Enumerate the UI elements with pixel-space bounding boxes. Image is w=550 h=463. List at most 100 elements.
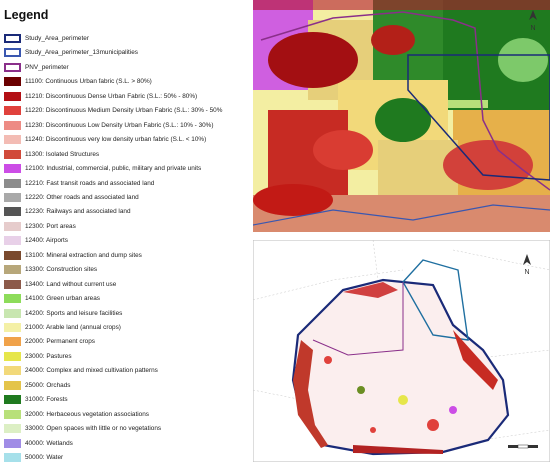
pnv-perimeter	[260, 11, 550, 191]
legend-label: 11220: Discontinuous Medium Density Urba…	[25, 107, 223, 115]
legend-label: 12220: Other roads and associated land	[25, 193, 139, 201]
legend-label: 12300: Port areas	[25, 222, 76, 230]
legend-swatch	[4, 34, 21, 43]
legend-swatch	[4, 77, 21, 87]
legend-label: 12400: Airports	[25, 237, 68, 245]
legend-item: 11100: Continuous Urban fabric (S.L. > 8…	[4, 76, 152, 87]
legend-item: 12400: Airports	[4, 235, 68, 246]
legend-swatch	[4, 178, 21, 188]
legend-label: 14100: Green urban areas	[25, 295, 100, 303]
legend-item: 13100: Mineral extraction and dump sites	[4, 250, 142, 261]
legend-item: 11210: Discontinuous Dense Urban Fabric …	[4, 91, 197, 102]
legend-label: 14200: Sports and leisure facilities	[25, 309, 123, 317]
study-area-perimeter-13municipalities	[407, 54, 550, 181]
legend-title: Legend	[4, 8, 49, 22]
land-use-map-bottom-canvas: N	[253, 240, 550, 462]
legend-swatch	[4, 91, 21, 101]
legend-label: 11230: Discontinuous Low Density Urban F…	[25, 121, 214, 129]
north-arrow-icon: N	[523, 254, 531, 276]
legend-label: 23000: Pastures	[25, 352, 72, 360]
legend-item: 24000: Complex and mixed cultivation pat…	[4, 365, 158, 376]
legend-item: 13400: Land without current use	[4, 279, 116, 290]
study-area-perimeter	[253, 204, 550, 226]
legend-swatch	[4, 164, 21, 174]
legend-label: Study_Area_perimeter_13municipalities	[25, 49, 138, 57]
legend-item: Study_Area_perimeter	[4, 33, 89, 44]
legend-item: 21000: Arable land (annual crops)	[4, 322, 121, 333]
legend-item: 11220: Discontinuous Medium Density Urba…	[4, 105, 222, 116]
legend-label: Study_Area_perimeter	[25, 35, 89, 42]
legend-swatch	[4, 236, 21, 246]
legend-swatch	[4, 279, 21, 289]
land-cover-patches	[253, 0, 550, 232]
svg-text:N: N	[524, 269, 529, 276]
legend-swatch	[4, 62, 21, 72]
legend-swatch	[4, 380, 21, 390]
legend-swatch	[4, 48, 21, 58]
legend-label: 25000: Orchads	[25, 381, 71, 389]
pnv-perimeter	[402, 259, 469, 341]
legend-item: 14200: Sports and leisure facilities	[4, 308, 122, 319]
legend-item: 22000: Permanent crops	[4, 336, 95, 347]
legend-swatch	[4, 192, 21, 202]
legend-item: 12300: Port areas	[4, 221, 76, 232]
land-use-map-top: N	[253, 0, 550, 232]
legend-label: 12100: Industrial, commercial, public, m…	[25, 165, 202, 173]
legend-swatch	[4, 351, 21, 361]
legend-label: 13100: Mineral extraction and dump sites	[25, 251, 142, 259]
legend-swatch	[4, 221, 21, 231]
legend-item: 33000: Open spaces with little or no veg…	[4, 423, 161, 434]
legend-label: 21000: Arable land (annual crops)	[25, 324, 121, 331]
legend-label: 24000: Complex and mixed cultivation pat…	[25, 367, 158, 375]
study-area-perimeter-13municipalities	[312, 282, 404, 356]
land-use-map-top-canvas: N	[253, 0, 550, 232]
legend-item: 11240: Discontinuous very low density ur…	[4, 134, 206, 145]
legend-label: 13400: Land without current use	[25, 280, 117, 288]
legend-label: 40000: Wetlands	[25, 439, 73, 447]
legend-swatch	[4, 250, 21, 260]
legend-item: 11300: Isolated Structures	[4, 149, 99, 160]
legend-label: 11300: Isolated Structures	[25, 150, 100, 158]
legend-swatch	[4, 424, 21, 434]
legend-item: 12210: Fast transit roads and associated…	[4, 178, 154, 189]
legend-swatch	[4, 323, 21, 332]
legend-item: Study_Area_perimeter_13municipalities	[4, 47, 138, 58]
scale-bar	[508, 444, 538, 449]
legend-item: 13300: Construction sites	[4, 264, 97, 275]
legend-label: PNV_perimeter	[25, 63, 69, 71]
urban-fabric-patches	[293, 282, 498, 454]
legend-item: 50000: Water	[4, 452, 63, 463]
legend-swatch	[4, 207, 21, 217]
legend-swatch	[4, 395, 21, 405]
legend-swatch	[4, 438, 21, 448]
legend-item: 32000: Herbaceous vegetation association…	[4, 409, 149, 420]
svg-text:N: N	[530, 25, 535, 32]
legend-item: 31000: Forests	[4, 394, 68, 405]
legend-label: 13300: Construction sites	[25, 266, 98, 274]
legend-swatch	[4, 149, 21, 159]
legend-label: 22000: Permanent crops	[25, 338, 95, 346]
legend-label: 11210: Discontinuous Dense Urban Fabric …	[25, 92, 198, 100]
legend-item: 40000: Wetlands	[4, 438, 73, 449]
legend-label: 33000: Open spaces with little or no veg…	[25, 425, 162, 433]
legend-swatch	[4, 294, 21, 304]
legend-swatch	[4, 120, 21, 130]
map-legend: Legend Study_Area_perimeter Study_Area_pe…	[0, 0, 252, 463]
legend-item: 12230: Railways and associated land	[4, 206, 131, 217]
legend-swatch	[4, 135, 21, 145]
legend-swatch	[4, 308, 21, 318]
legend-item: 23000: Pastures	[4, 351, 72, 362]
north-arrow-icon: N	[529, 10, 537, 32]
land-use-map-bottom: N	[253, 240, 550, 462]
legend-label: 12230: Railways and associated land	[25, 208, 131, 216]
legend-swatch	[4, 265, 21, 275]
legend-item: 11230: Discontinuous Low Density Urban F…	[4, 120, 214, 131]
legend-swatch	[4, 409, 21, 419]
legend-swatch	[4, 337, 21, 347]
legend-swatch	[4, 366, 21, 376]
legend-label: 11100: Continuous Urban fabric (S.L. > 8…	[25, 78, 152, 86]
municipal-boundaries	[253, 240, 550, 441]
legend-label: 32000: Herbaceous vegetation association…	[25, 410, 149, 418]
legend-item: 12220: Other roads and associated land	[4, 192, 139, 203]
legend-swatch	[4, 106, 21, 116]
